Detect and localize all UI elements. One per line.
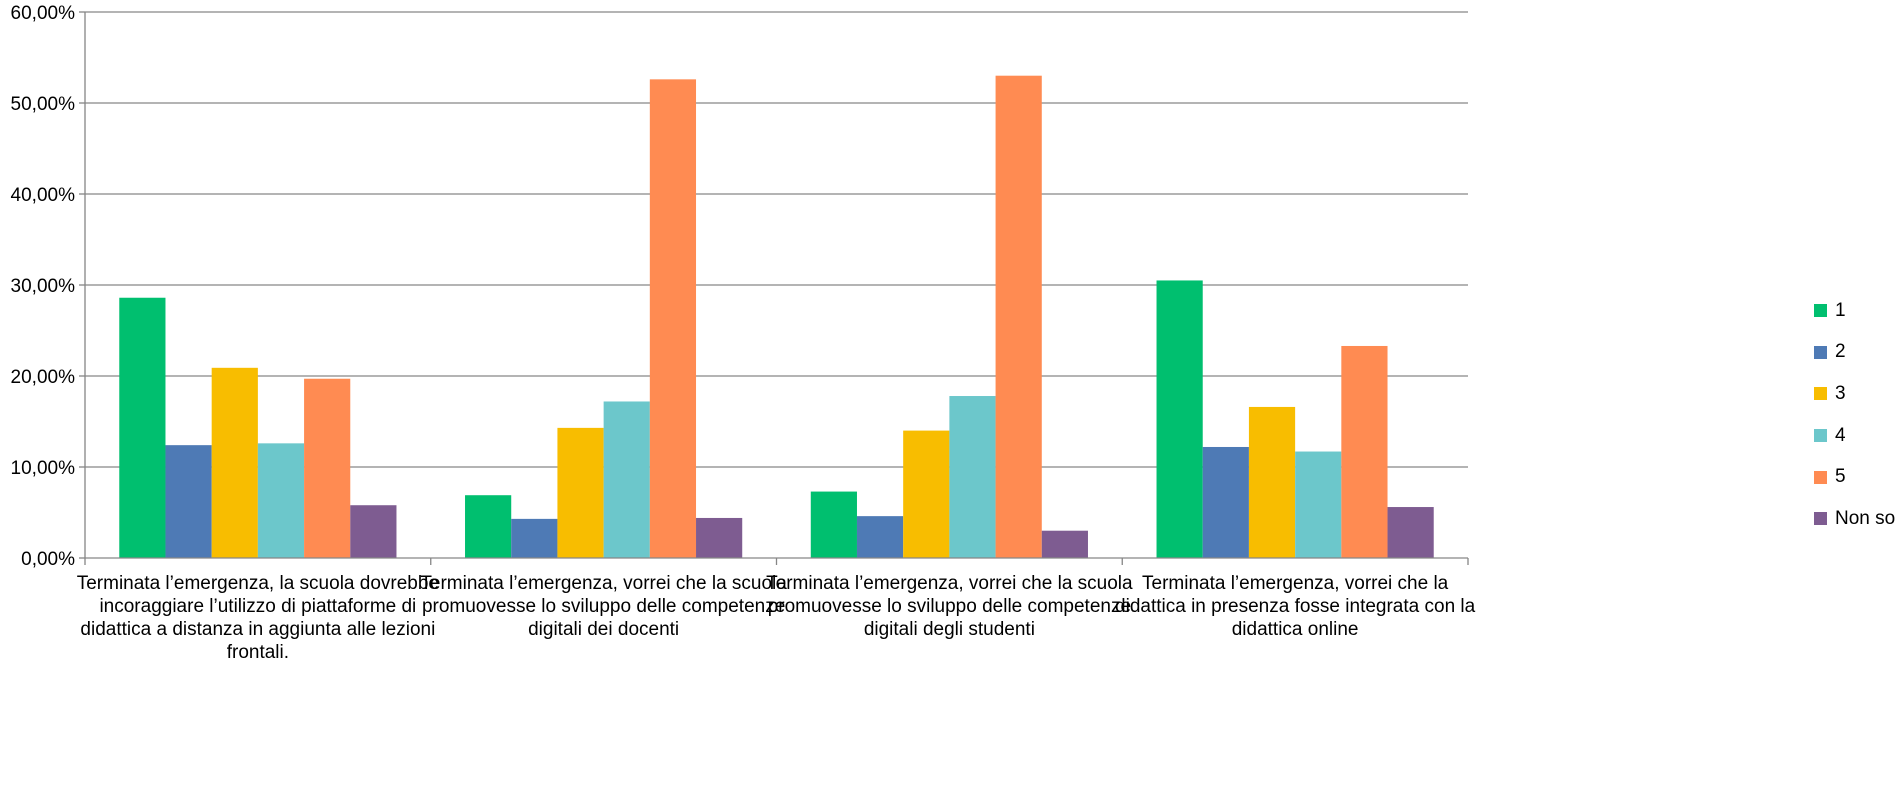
axes [79,11,1469,565]
x-category-label-line: promuovesse lo sviluppo delle competenze [767,596,1132,617]
legend-swatch [1814,429,1827,443]
bar-4-cat-4 [1295,451,1342,558]
x-category-label: Terminata l’emergenza, la scuola dovrebb… [58,572,458,664]
legend: 1 2 3 4 5 Non so [1814,290,1901,540]
x-category-label-line: didattica a distanza in aggiunta alle le… [80,619,436,640]
legend-swatch [1814,512,1827,526]
y-tick-label: 50,00% [11,94,76,115]
bar-4-cat-2 [603,401,650,558]
bar-4-cat-3 [949,396,996,558]
x-category-label-line: promuovesse lo sviluppo delle competenze [421,596,786,617]
bar-5-cat-4 [1341,345,1388,558]
x-category-label-line: frontali. [226,642,290,663]
x-category-label: Terminata l’emergenza, vorrei che la scu… [404,572,804,641]
bar-2-cat-1 [165,445,212,558]
legend-swatch [1814,387,1827,401]
bar-non-so-cat-4 [1387,507,1434,558]
y-axis-ticks: 0,00% 10,00% 20,00% 30,00% 40,00% 50,00% 60,00… [11,3,76,570]
bar-2-cat-3 [856,516,904,558]
bar-non-so-cat-2 [696,517,743,558]
legend-label: Non so [1835,507,1896,529]
x-category-label-line: digitali degli studenti [863,619,1035,640]
legend-label: 4 [1835,424,1846,446]
bar-1-cat-3 [810,491,857,558]
bar-3-cat-4 [1248,406,1296,558]
legend-item: Non so [1814,498,1901,540]
x-category-label-line: incoraggiare l’utilizzo di piattaforme d… [99,596,417,617]
gridlines [85,11,1468,468]
bar-non-so-cat-3 [1041,530,1088,558]
bar-3-cat-3 [903,430,950,558]
x-category-label-line: Terminata l’emergenza, la scuola dovrebb… [76,573,439,594]
y-tick-label: 10,00% [11,458,76,479]
legend-item: 4 [1814,415,1901,457]
legend-swatch [1814,304,1827,318]
x-category-label-line: didattica in presenza fosse integrata co… [1115,596,1476,617]
legend-item: 3 [1814,373,1901,415]
bar-1-cat-2 [465,495,512,558]
legend-item: 2 [1814,332,1901,374]
x-category-label-line: Terminata l’emergenza, vorrei che la [1142,573,1449,594]
x-category-label-line: didattica online [1231,619,1359,640]
bar-non-so-cat-1 [350,505,397,558]
bar-2-cat-4 [1202,446,1249,558]
legend-label: 5 [1835,466,1846,488]
x-category-label: Terminata l’emergenza, vorrei che la dida… [1095,572,1495,641]
bar-3-cat-1 [211,367,258,558]
legend-label: 2 [1835,341,1846,363]
x-category-label: Terminata l’emergenza, vorrei che la scu… [749,572,1149,641]
y-tick-label: 40,00% [11,185,76,206]
bar-5-cat-2 [649,79,697,558]
legend-label: 3 [1835,382,1846,404]
bar-3-cat-2 [557,427,604,558]
legend-label: 1 [1835,299,1846,321]
bars [119,75,1434,558]
bar-1-cat-1 [119,297,166,558]
bar-1-cat-4 [1156,280,1203,558]
legend-item: 5 [1814,456,1901,498]
bar-5-cat-3 [995,75,1042,558]
y-tick-label: 0,00% [21,549,75,570]
bar-2-cat-2 [511,518,558,558]
legend-item: 1 [1814,290,1901,332]
legend-swatch [1814,470,1827,484]
bar-4-cat-1 [257,443,305,558]
x-category-label-line: digitali dei docenti [528,619,680,640]
y-tick-label: 30,00% [11,276,76,297]
y-tick-label: 20,00% [11,367,76,388]
bar-5-cat-1 [304,378,351,558]
x-category-label-line: Terminata l’emergenza, vorrei che la scu… [766,573,1133,594]
legend-swatch [1814,345,1827,359]
y-tick-label: 60,00% [11,3,76,24]
x-category-label-line: Terminata l’emergenza, vorrei che la scu… [420,573,787,594]
